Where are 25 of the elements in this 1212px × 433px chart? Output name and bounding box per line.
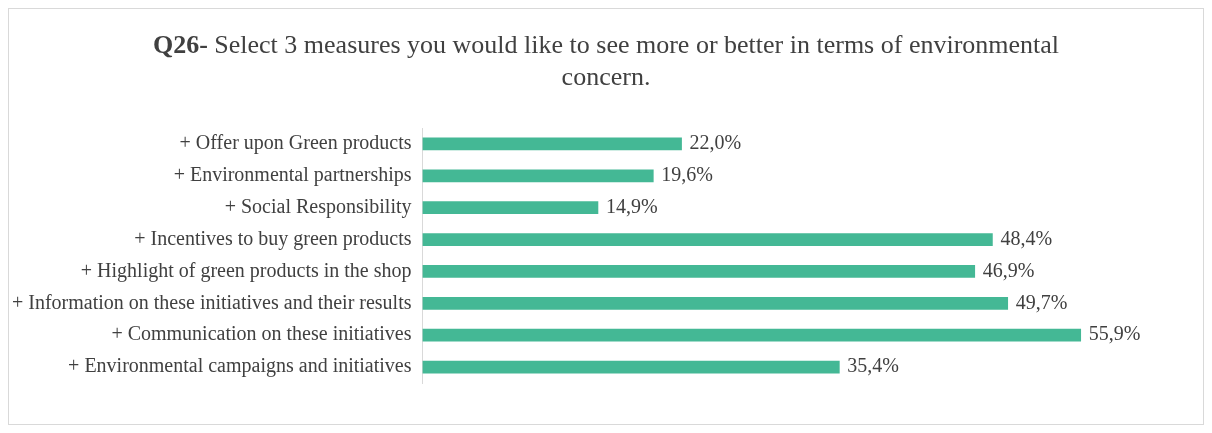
data-label: 49,7% bbox=[1015, 290, 1068, 313]
data-label: 55,9% bbox=[1088, 322, 1141, 345]
bar bbox=[422, 201, 599, 215]
bar bbox=[422, 360, 840, 374]
data-label: 22,0% bbox=[689, 131, 742, 154]
bar bbox=[422, 169, 654, 183]
data-label: 19,6% bbox=[661, 163, 713, 186]
data-label: 14,9% bbox=[605, 194, 658, 217]
data-label: 46,9% bbox=[982, 258, 1035, 281]
y-tick-label: + Communication on these initiatives bbox=[111, 322, 412, 345]
bar bbox=[422, 328, 1082, 342]
y-tick-label: + Information on these initiatives and their results bbox=[11, 290, 412, 313]
bar bbox=[422, 137, 682, 151]
y-tick-label: + Offer upon Green products bbox=[179, 131, 412, 155]
bar bbox=[422, 233, 993, 246]
chart-title: Q26- Select 3 measures you would like to see more or better in terms of environmental concern. bbox=[151, 29, 1061, 93]
y-tick-label: + Social Responsibility bbox=[224, 194, 412, 218]
bar bbox=[422, 296, 1009, 310]
y-tick-label: + Highlight of green products in the shop bbox=[80, 258, 412, 282]
data-label: 35,4% bbox=[847, 354, 900, 377]
y-tick-label: + Environmental partnerships bbox=[173, 163, 412, 187]
y-tick-label: + Incentives to buy green products bbox=[134, 226, 412, 250]
bar bbox=[422, 265, 976, 278]
data-label: 48,4% bbox=[1000, 226, 1053, 249]
y-tick-label: + Environmental campaigns and initiatives bbox=[68, 354, 412, 378]
